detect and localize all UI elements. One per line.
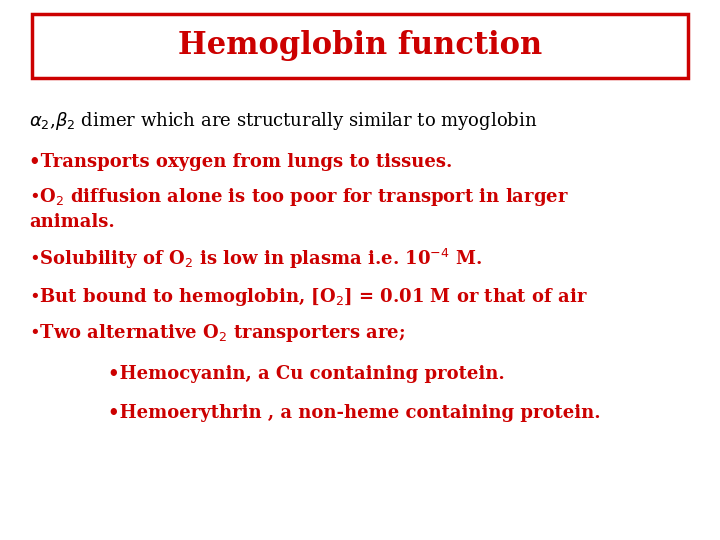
Text: •O$_2$ diffusion alone is too poor for transport in larger: •O$_2$ diffusion alone is too poor for t… [29, 186, 569, 208]
Text: •But bound to hemoglobin, [O$_2$] = 0.01 M or that of air: •But bound to hemoglobin, [O$_2$] = 0.01… [29, 286, 588, 308]
FancyBboxPatch shape [32, 14, 688, 78]
Text: animals.: animals. [29, 213, 114, 232]
Text: •Hemocyanin, a Cu containing protein.: •Hemocyanin, a Cu containing protein. [108, 364, 505, 383]
Text: •Hemoerythrin , a non-heme containing protein.: •Hemoerythrin , a non-heme containing pr… [108, 404, 600, 422]
Text: $\alpha_2$,$\beta_2$ dimer which are structurally similar to myoglobin: $\alpha_2$,$\beta_2$ dimer which are str… [29, 111, 537, 132]
Text: •Transports oxygen from lungs to tissues.: •Transports oxygen from lungs to tissues… [29, 153, 452, 171]
Text: Hemoglobin function: Hemoglobin function [178, 30, 542, 62]
Text: •Two alternative O$_2$ transporters are;: •Two alternative O$_2$ transporters are; [29, 322, 405, 344]
Text: •Solubility of O$_2$ is low in plasma i.e. 10$^{-4}$ M.: •Solubility of O$_2$ is low in plasma i.… [29, 247, 482, 271]
